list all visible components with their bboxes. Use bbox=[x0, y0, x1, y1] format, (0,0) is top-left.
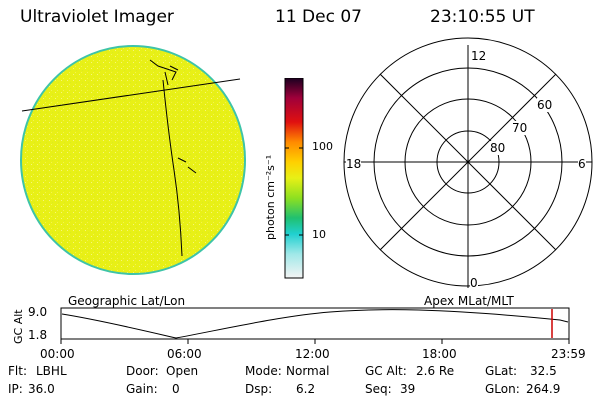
status-flt-value: LBHL bbox=[36, 364, 67, 378]
status-gain-value: 0 bbox=[172, 382, 180, 396]
coastline-outline bbox=[149, 59, 179, 86]
altitude-min-label: 1.8 bbox=[28, 328, 48, 342]
status-gain-label: Gain: bbox=[126, 382, 158, 396]
time-tick-label: 00:00 bbox=[40, 347, 75, 361]
mlt-label-18: 18 bbox=[346, 157, 362, 171]
status-glat-label: GLat: bbox=[485, 364, 518, 378]
status-mode-value: Normal bbox=[286, 364, 330, 378]
status-gcalt-value: 2.6 Re bbox=[416, 364, 455, 378]
graticule-line bbox=[162, 79, 183, 257]
status-glon-label: GLon: bbox=[485, 382, 520, 396]
altitude-max-label: 9.0 bbox=[28, 305, 48, 319]
status-flt-label: Flt: bbox=[8, 364, 27, 378]
colorbar-tick-label: 100 bbox=[312, 140, 333, 153]
colorbar bbox=[284, 78, 304, 279]
lat-label-60: 60 bbox=[537, 98, 553, 112]
time-tick-label: 12:00 bbox=[295, 347, 330, 361]
time-label: 23:10:55 UT bbox=[430, 7, 535, 27]
mlt-label-6: 6 bbox=[578, 157, 586, 171]
earth-image-panel bbox=[20, 45, 246, 275]
altitude-curve bbox=[61, 309, 569, 339]
status-door-value: Open bbox=[166, 364, 199, 378]
colorbar-tick-label: 10 bbox=[312, 228, 326, 241]
coastline-outline bbox=[177, 157, 197, 174]
status-glon-value: 264.9 bbox=[526, 382, 561, 396]
altitude-plot bbox=[60, 307, 570, 344]
geographic-panel-label: Geographic Lat/Lon bbox=[68, 294, 186, 308]
polar-grid-panel bbox=[343, 37, 593, 288]
mlt-label-12: 12 bbox=[471, 49, 487, 63]
graticule-line bbox=[21, 78, 241, 112]
status-mode-label: Mode: bbox=[245, 364, 282, 378]
status-dsp-value: 6.2 bbox=[296, 382, 316, 396]
status-door-label: Door: bbox=[126, 364, 159, 378]
apex-panel-label: Apex MLat/MLT bbox=[424, 294, 514, 308]
lat-label-80: 80 bbox=[490, 141, 506, 155]
status-seq-value: 39 bbox=[400, 382, 416, 396]
time-tick-label: 23:59 bbox=[551, 347, 586, 361]
app-title: Ultraviolet Imager bbox=[20, 7, 174, 27]
status-glat-value: 32.5 bbox=[530, 364, 557, 378]
status-gcalt-label: GC Alt: bbox=[365, 364, 407, 378]
status-ip-value: 36.0 bbox=[28, 382, 55, 396]
status-ip-label: IP: bbox=[8, 382, 23, 396]
mlt-label-0: 0 bbox=[470, 276, 478, 290]
status-dsp-label: Dsp: bbox=[245, 382, 273, 396]
status-seq-label: Seq: bbox=[365, 382, 392, 396]
time-tick-label: 06:00 bbox=[167, 347, 202, 361]
date-label: 11 Dec 07 bbox=[275, 7, 362, 27]
time-tick-label: 18:00 bbox=[422, 347, 457, 361]
lat-label-70: 70 bbox=[512, 121, 528, 135]
